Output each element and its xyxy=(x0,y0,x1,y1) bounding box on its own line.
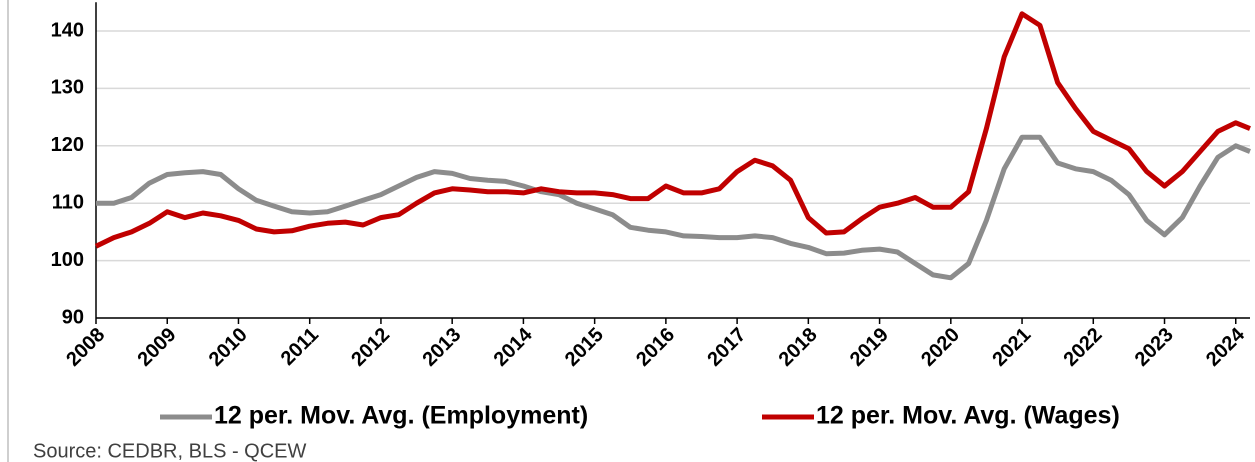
x-tick-label: 2011 xyxy=(277,324,323,370)
x-tick-label: 2014 xyxy=(490,323,538,371)
y-tick-label: 110 xyxy=(52,191,84,213)
x-tick-label: 2024 xyxy=(1202,323,1250,371)
legend-label: 12 per. Mov. Avg. (Wages) xyxy=(816,402,1120,430)
x-tick-label: 2017 xyxy=(703,324,750,371)
x-tick-label: 2020 xyxy=(917,324,964,371)
y-tick-label: 130 xyxy=(51,77,84,99)
source-note: Source: CEDBR, BLS - QCEW xyxy=(33,440,307,462)
x-tick-label: 2013 xyxy=(418,324,465,371)
x-tick-label: 2022 xyxy=(1060,324,1107,371)
y-tick-label: 90 xyxy=(62,306,84,328)
x-tick-label: 2021 xyxy=(988,324,1035,371)
x-tick-label: 2016 xyxy=(632,324,679,371)
x-tick-label: 2010 xyxy=(205,324,252,371)
x-tick-label: 2012 xyxy=(347,324,394,371)
x-tick-label: 2015 xyxy=(561,324,608,371)
series-line xyxy=(96,134,1251,281)
x-tick-label: 2023 xyxy=(1131,324,1178,371)
x-tick-label: 2019 xyxy=(846,324,893,371)
y-tick-label: 120 xyxy=(51,134,84,156)
x-tick-label: 2009 xyxy=(133,324,180,371)
legend-label: 12 per. Mov. Avg. (Employment) xyxy=(214,402,588,430)
series-line xyxy=(94,11,1251,249)
y-tick-label: 100 xyxy=(51,249,84,271)
y-tick-label: 140 xyxy=(51,19,84,41)
x-tick-label: 2018 xyxy=(775,324,822,371)
x-tick-label: 2008 xyxy=(62,324,109,371)
